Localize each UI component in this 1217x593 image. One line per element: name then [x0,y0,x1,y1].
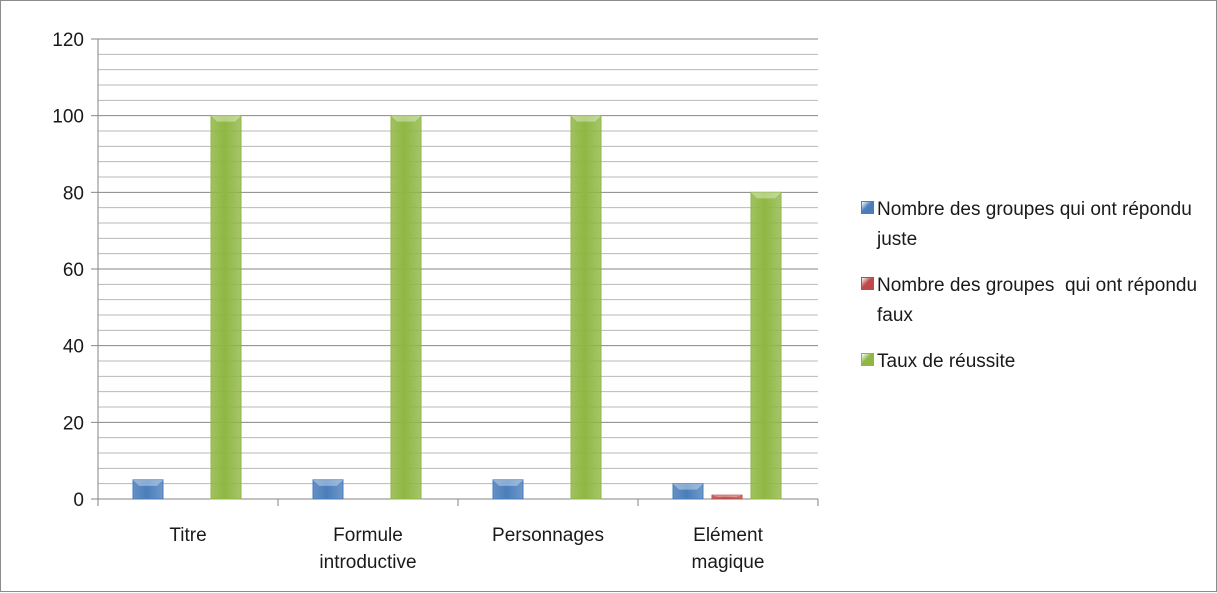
legend-swatch-wrong [861,277,874,290]
bar-wrong [711,494,743,500]
bar-bevel [571,115,601,122]
y-tick-label: 0 [73,490,84,511]
bar-correct [312,479,344,500]
bar-success-rate [750,191,782,500]
legend-item-wrong: Nombre des groupes qui ont répondu faux [861,271,1211,331]
x-tick-label: Elément [693,525,763,546]
x-tick-label: Titre [169,525,206,546]
bar-bevel [211,115,241,122]
bar-bevel [712,495,742,498]
x-tick-label: magique [692,552,765,573]
legend: Nombre des groupes qui ont répondu juste… [861,195,1211,393]
legend-label-correct: Nombre des groupes qui ont répondu juste [877,199,1198,250]
legend-item-correct: Nombre des groupes qui ont répondu juste [861,195,1211,255]
bar-bevel [673,483,703,490]
gridlines [98,38,818,485]
x-tick-label: Formule [333,525,403,546]
bar-correct [672,483,704,500]
tick-labels: 0 20 40 60 80 100 120 Titre Formule introductive P… [52,30,764,573]
x-tick-label: Personnages [492,525,604,546]
bar-bevel [493,479,523,486]
bar-bevel [313,479,343,486]
bars [132,115,782,500]
bar-success-rate [210,115,242,500]
axes [91,38,819,506]
bar-bevel [391,115,421,122]
y-tick-label: 60 [63,260,84,281]
bar-bevel [133,479,163,486]
y-tick-label: 100 [52,107,84,128]
legend-item-success-rate: Taux de réussite [861,347,1211,377]
bar-bevel [751,192,781,199]
legend-swatch-correct [861,201,874,214]
y-tick-label: 120 [52,30,84,51]
bar-success-rate [570,115,602,500]
legend-swatch-success-rate [861,353,874,366]
y-tick-label: 40 [63,337,84,358]
y-tick-label: 80 [63,183,84,204]
x-tick-label: introductive [319,552,416,573]
bar-correct [492,479,524,500]
y-tick-label: 20 [63,413,84,434]
bar-success-rate [390,115,422,500]
legend-label-success-rate: Taux de réussite [877,351,1016,372]
bar-correct [132,479,164,500]
legend-label-wrong: Nombre des groupes qui ont répondu faux [877,275,1203,326]
